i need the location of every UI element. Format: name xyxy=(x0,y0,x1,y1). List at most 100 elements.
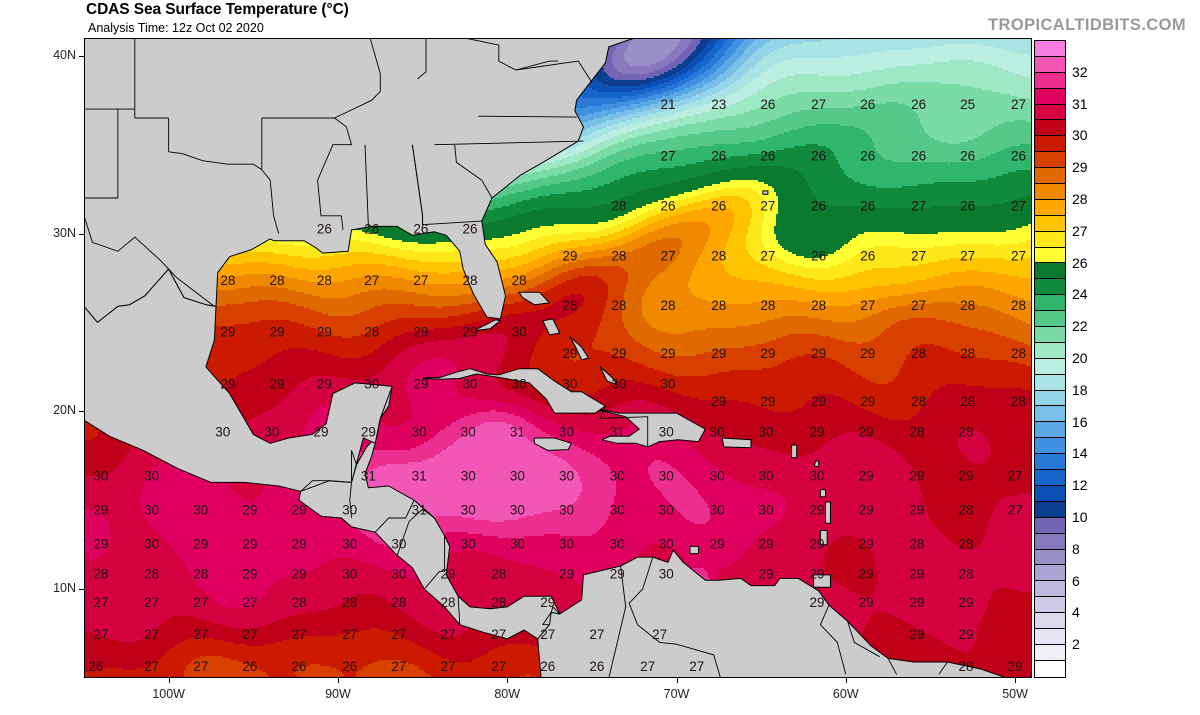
land-bahamas_a xyxy=(518,291,550,306)
temperature-label: 29 xyxy=(413,325,428,340)
temperature-label: 30 xyxy=(659,536,674,551)
temperature-label: 26 xyxy=(911,149,926,164)
land-bahamas_d xyxy=(599,366,618,386)
colorbar-band xyxy=(1035,613,1065,629)
colorbar xyxy=(1034,40,1066,678)
temperature-label: 29 xyxy=(811,394,826,409)
temperature-label: 27 xyxy=(93,595,108,610)
temperature-label: 30 xyxy=(461,536,476,551)
temperature-label: 27 xyxy=(640,659,655,674)
temperature-label: 28 xyxy=(911,346,926,361)
temperature-label: 31 xyxy=(412,469,427,484)
temperature-labels: 21 23 26 27 26 26 25 27 27 26 26 26 26 26 26 26 28 26 26 27… xyxy=(88,97,1026,674)
colorbar-band xyxy=(1035,533,1065,550)
temperature-label: 28 xyxy=(960,394,975,409)
temperature-label: 30 xyxy=(759,502,774,517)
temperature-label: 28 xyxy=(512,273,527,288)
temperature-label: 29 xyxy=(809,536,824,551)
temperature-label: 27 xyxy=(760,198,775,213)
colorbar-tick-label: 12 xyxy=(1072,477,1088,494)
colorbar-band xyxy=(1035,279,1065,296)
colorbar-band xyxy=(1035,358,1065,375)
temperature-label: 27 xyxy=(1011,97,1026,112)
temperature-label: 28 xyxy=(342,595,357,610)
temperature-label: 26 xyxy=(342,659,357,674)
colorbar-band xyxy=(1035,72,1065,89)
temperature-label: 27 xyxy=(491,627,506,642)
colorbar-band xyxy=(1035,597,1065,614)
temperature-label: 27 xyxy=(391,627,406,642)
temperature-label: 27 xyxy=(589,627,604,642)
y-axis-tick xyxy=(79,589,84,591)
land-samerica xyxy=(537,549,1032,678)
temperature-label: 28 xyxy=(491,595,506,610)
colorbar-band xyxy=(1035,311,1065,328)
temperature-label: 26 xyxy=(413,222,428,237)
temperature-label: 26 xyxy=(711,149,726,164)
colorbar-band xyxy=(1035,231,1065,248)
temperature-label: 27 xyxy=(291,627,306,642)
temperature-label: 27 xyxy=(144,659,159,674)
y-axis-tick-label: 40N xyxy=(53,47,76,62)
temperature-label: 21 xyxy=(660,97,675,112)
temperature-label: 30 xyxy=(610,502,625,517)
land-jamaica xyxy=(533,437,572,451)
temperature-label: 27 xyxy=(193,627,208,642)
temperature-label: 29 xyxy=(1008,659,1023,674)
temperature-label: 28 xyxy=(291,595,306,610)
temperature-label: 26 xyxy=(811,248,826,263)
temperature-label: 29 xyxy=(711,394,726,409)
colorbar-band xyxy=(1035,88,1065,105)
temperature-label: 26 xyxy=(242,659,257,674)
temperature-label: 27 xyxy=(242,627,257,642)
temperature-label: 28 xyxy=(440,595,455,610)
temperature-label: 30 xyxy=(510,502,525,517)
colorbar-tick-label: 16 xyxy=(1072,413,1088,430)
x-axis-tick xyxy=(337,678,339,683)
temperature-label: 28 xyxy=(909,536,924,551)
land-bahamas_b xyxy=(542,318,561,336)
temperature-label: 28 xyxy=(1011,346,1026,361)
temperature-label: 26 xyxy=(860,97,875,112)
temperature-label: 30 xyxy=(562,376,577,391)
temperature-label: 30 xyxy=(659,502,674,517)
temperature-label: 30 xyxy=(610,469,625,484)
temperature-label: 26 xyxy=(540,659,555,674)
temperature-label: 26 xyxy=(589,659,604,674)
temperature-label: 29 xyxy=(809,502,824,517)
x-axis-tick xyxy=(507,678,509,683)
temperature-label: 29 xyxy=(540,595,555,610)
land-lesser_d xyxy=(819,529,828,546)
temperature-label: 28 xyxy=(611,198,626,213)
temperature-label: 30 xyxy=(759,469,774,484)
colorbar-band xyxy=(1035,374,1065,391)
analysis-time-label: Analysis Time: 12z Oct 02 2020 xyxy=(88,21,264,35)
temperature-label: 30 xyxy=(710,502,725,517)
temperature-label: 27 xyxy=(440,659,455,674)
colorbar-tick-label: 32 xyxy=(1072,63,1088,80)
temperature-label: 27 xyxy=(193,659,208,674)
colorbar-tick-label: 24 xyxy=(1072,286,1088,303)
temperature-label: 30 xyxy=(809,469,824,484)
temperature-label: 30 xyxy=(215,424,230,439)
temperature-label: 27 xyxy=(364,273,379,288)
x-axis-tick-label: 70W xyxy=(663,687,690,701)
temperature-label: 30 xyxy=(610,536,625,551)
temperature-label: 29 xyxy=(809,424,824,439)
colorbar-tick-label: 4 xyxy=(1072,604,1080,621)
colorbar-band xyxy=(1035,485,1065,502)
temperature-label: 25 xyxy=(960,97,975,112)
colorbar-tick-label: 20 xyxy=(1072,350,1088,366)
temperature-label: 30 xyxy=(512,376,527,391)
colorbar-tick-label: 18 xyxy=(1072,381,1088,398)
temperature-label: 26 xyxy=(811,198,826,213)
temperature-label: 29 xyxy=(611,346,626,361)
temperature-label: 27 xyxy=(491,659,506,674)
temperature-label: 27 xyxy=(660,149,675,164)
temperature-label: 27 xyxy=(960,248,975,263)
temperature-label: 29 xyxy=(269,376,284,391)
temperature-label: 27 xyxy=(93,627,108,642)
temperature-label: 27 xyxy=(1008,502,1023,517)
temperature-label: 27 xyxy=(911,298,926,313)
colorbar-band xyxy=(1035,438,1065,455)
